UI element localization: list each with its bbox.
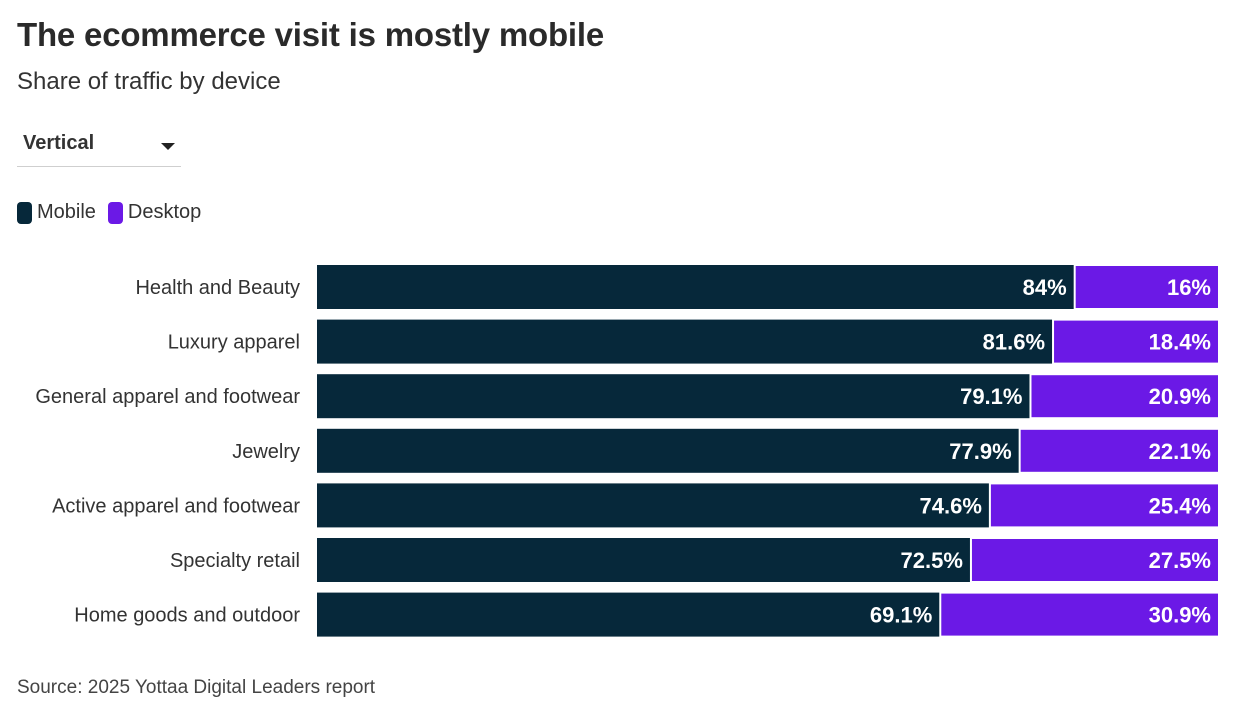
category-label: Specialty retail [170, 550, 300, 572]
chart-subtitle: Share of traffic by device [17, 68, 281, 95]
bar-desktop [1018, 427, 1221, 474]
legend-item-desktop: Desktop [107, 201, 202, 224]
data-label-desktop: 18.4% [1149, 330, 1211, 355]
bar-desktop [1052, 318, 1220, 365]
bar-mobile [317, 538, 971, 582]
data-label-mobile: 72.5% [901, 548, 963, 573]
data-label-mobile: 81.6% [983, 330, 1045, 355]
legend-swatch-mobile [17, 201, 32, 224]
chevron-down-icon [161, 143, 175, 150]
dropdown-selected-value: Vertical [23, 132, 95, 154]
data-label-mobile: 69.1% [870, 603, 932, 628]
data-label-mobile: 79.1% [960, 384, 1022, 409]
data-label-desktop: 20.9% [1149, 384, 1211, 409]
data-label-desktop: 25.4% [1149, 493, 1211, 518]
bar-desktop [1073, 264, 1221, 310]
chart-legend: Mobile Desktop [17, 201, 213, 224]
data-label-mobile: 84% [1023, 275, 1067, 300]
bar-desktop [939, 591, 1220, 638]
bar-desktop [988, 482, 1221, 529]
legend-label-mobile: Mobile [37, 201, 96, 223]
category-label: Home goods and outdoor [74, 605, 300, 627]
bar-mobile [317, 265, 1075, 309]
legend-label-desktop: Desktop [127, 201, 202, 223]
category-label: Active apparel and footwear [52, 495, 300, 517]
legend-swatch-desktop [107, 201, 123, 224]
bar-mobile [317, 374, 1031, 419]
data-label-desktop: 16% [1167, 275, 1211, 300]
chart-title: The ecommerce visit is mostly mobile [17, 16, 605, 53]
bar-mobile [317, 483, 990, 528]
legend-item-mobile: Mobile [17, 201, 96, 224]
category-label: Luxury apparel [168, 332, 300, 354]
category-label: Health and Beauty [135, 277, 300, 299]
vertical-dropdown[interactable]: Vertical [17, 126, 181, 167]
data-label-mobile: 74.6% [920, 493, 982, 518]
category-label: Jewelry [232, 441, 300, 463]
bar-mobile [317, 319, 1054, 364]
bar-desktop [1029, 373, 1221, 420]
bar-desktop [969, 537, 1221, 583]
bar-mobile [317, 592, 941, 637]
source-note: Source: 2025 Yottaa Digital Leaders repo… [17, 677, 376, 698]
stacked-bar-chart: Health and Beauty 84% 16% Luxury apparel 81.… [35, 264, 1221, 638]
data-label-desktop: 30.9% [1149, 603, 1211, 628]
data-label-desktop: 22.1% [1149, 439, 1211, 464]
bar-mobile [317, 428, 1020, 473]
data-label-desktop: 27.5% [1149, 548, 1211, 573]
data-label-mobile: 77.9% [949, 439, 1011, 464]
category-label: General apparel and footwear [35, 386, 300, 408]
